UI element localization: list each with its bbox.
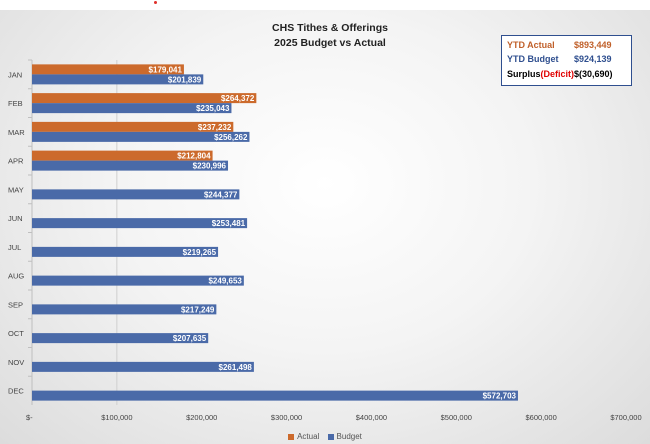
data-label-budget-aug: $249,653 — [208, 277, 242, 286]
x-tick-label: $200,000 — [186, 413, 217, 422]
x-tick-label: $400,000 — [356, 413, 387, 422]
data-label-budget-oct: $207,635 — [173, 334, 207, 343]
category-label-oct: OCT — [8, 329, 24, 338]
deficit-label: (Deficit) — [540, 69, 575, 79]
ytd-actual-label: YTD Actual — [507, 40, 555, 50]
bar-actual-mar — [32, 121, 234, 132]
data-label-actual-mar: $237,232 — [198, 123, 232, 132]
bar-budget-oct — [32, 333, 209, 344]
chart-subtitle: 2025 Budget vs Actual — [274, 37, 386, 49]
ytd-budget-label: YTD Budget — [507, 54, 559, 64]
data-label-budget-mar: $256,262 — [214, 133, 248, 142]
legend-item-actual: Actual — [288, 432, 319, 441]
x-tick-label: $600,000 — [525, 413, 556, 422]
x-tick-label: $100,000 — [101, 413, 132, 422]
category-label-mar: MAR — [8, 128, 25, 137]
x-tick-label: $500,000 — [441, 413, 472, 422]
category-label-nov: NOV — [8, 358, 24, 367]
legend-label-actual: Actual — [297, 432, 320, 441]
x-tick-label: $700,000 — [610, 413, 641, 422]
category-label-aug: AUG — [8, 272, 24, 281]
bar-budget-aug — [32, 275, 244, 286]
category-label-jul: JUL — [8, 243, 21, 252]
category-label-jun: JUN — [8, 214, 23, 223]
surplus-deficit-row: Surplus(Deficit)$(30,690) — [507, 69, 613, 79]
data-label-budget-jul: $219,265 — [183, 248, 217, 257]
legend-swatch-actual — [288, 433, 295, 440]
data-label-budget-sep: $217,249 — [181, 305, 215, 314]
bar-budget-apr — [32, 160, 229, 171]
category-label-feb: FEB — [8, 99, 23, 108]
data-label-budget-apr: $230,996 — [193, 162, 227, 171]
bar-actual-feb — [32, 93, 257, 104]
bar-actual-jan — [32, 64, 184, 75]
data-label-budget-jun: $253,481 — [212, 219, 246, 228]
bar-budget-jul — [32, 246, 219, 257]
chart-legend: Actual Budget — [0, 432, 650, 441]
bar-budget-mar — [32, 131, 250, 142]
legend-swatch-budget — [327, 433, 334, 440]
data-label-budget-dec: $572,703 — [483, 392, 517, 401]
ytd-summary-box: YTD Actual $893,449 YTD Budget $924,139 … — [501, 35, 632, 86]
category-label-apr: APR — [8, 157, 24, 166]
surplus-value: $(30,690) — [574, 69, 613, 79]
data-label-actual-feb: $264,372 — [221, 94, 255, 103]
data-label-budget-feb: $235,043 — [196, 104, 230, 113]
bar-budget-sep — [32, 304, 217, 315]
data-label-actual-apr: $212,804 — [177, 152, 211, 161]
bar-budget-may — [32, 189, 240, 200]
ytd-budget-value: $924,139 — [574, 54, 612, 64]
x-tick-label: $300,000 — [271, 413, 302, 422]
bar-budget-nov — [32, 361, 254, 372]
data-label-budget-jan: $201,839 — [168, 75, 202, 84]
category-label-jan: JAN — [8, 70, 22, 79]
ytd-actual-value: $893,449 — [574, 40, 612, 50]
data-label-actual-jan: $179,041 — [149, 65, 183, 74]
bar-budget-dec — [32, 390, 518, 401]
bar-budget-jun — [32, 218, 248, 229]
bar-budget-jan — [32, 74, 204, 85]
surplus-label: Surplus — [507, 69, 541, 79]
legend-item-budget: Budget — [327, 432, 362, 441]
category-label-dec: DEC — [8, 387, 24, 396]
category-label-may: MAY — [8, 185, 24, 194]
red-dot-marker — [154, 1, 157, 4]
data-label-budget-nov: $261,498 — [219, 363, 253, 372]
x-tick-label: $- — [26, 413, 33, 422]
bar-actual-apr — [32, 150, 213, 161]
data-label-budget-may: $244,377 — [204, 190, 238, 199]
legend-label-budget: Budget — [336, 432, 362, 441]
category-label-sep: SEP — [8, 300, 23, 309]
bar-budget-feb — [32, 103, 232, 114]
chart-title: CHS Tithes & Offerings — [272, 22, 388, 34]
